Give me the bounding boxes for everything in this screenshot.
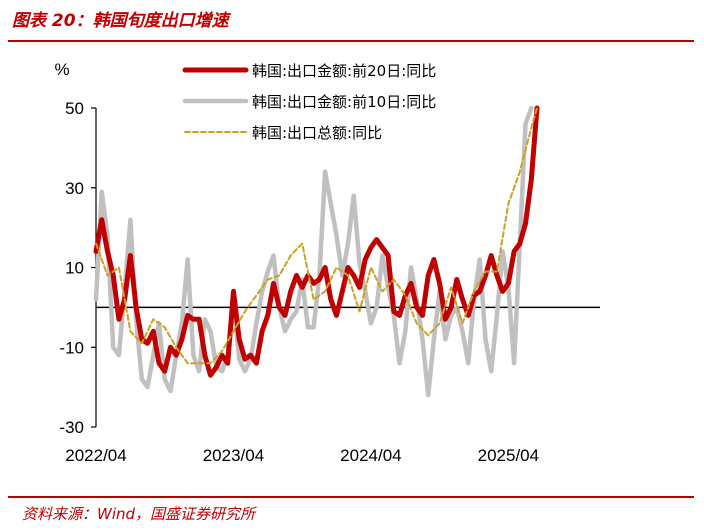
y-tick-label: 30 xyxy=(65,179,84,198)
source-note: 资料来源：Wind，国盛证券研究所 xyxy=(22,505,256,523)
series-line-solid-thick xyxy=(93,105,540,378)
x-tick-label: 2024/04 xyxy=(340,446,401,465)
y-tick-label: -30 xyxy=(59,418,84,437)
y-tick-label: 10 xyxy=(65,259,84,278)
y-axis-unit: % xyxy=(54,60,69,79)
legend-label: 韩国:出口金额:前10日:同比 xyxy=(252,93,436,111)
x-tick-label: 2025/04 xyxy=(478,446,539,465)
x-tick-label: 2023/04 xyxy=(203,446,264,465)
series-line-dashed-gold xyxy=(95,107,538,365)
title-divider xyxy=(8,40,694,42)
source-divider xyxy=(8,496,694,498)
line-chart: 50 30 10 -10 -30% 2022/04 2023/04 2024/04 2025/0… xyxy=(54,60,600,465)
chart-axes: 50 30 10 -10 -30% 2022/04 2023/04 2024/04 2025/0… xyxy=(54,60,600,465)
legend-label: 韩国:出口金额:前20日:同比 xyxy=(252,62,436,80)
y-tick-label: -10 xyxy=(59,338,84,357)
y-tick-label: 50 xyxy=(65,99,84,118)
legend-label: 韩国:出口总额:同比 xyxy=(252,124,382,142)
series-layer xyxy=(93,105,540,398)
chart-title: 图表 20：韩国旬度出口增速 xyxy=(12,11,229,31)
x-tick-label: 2022/04 xyxy=(65,446,126,465)
series-line-solid-gray xyxy=(93,105,534,398)
